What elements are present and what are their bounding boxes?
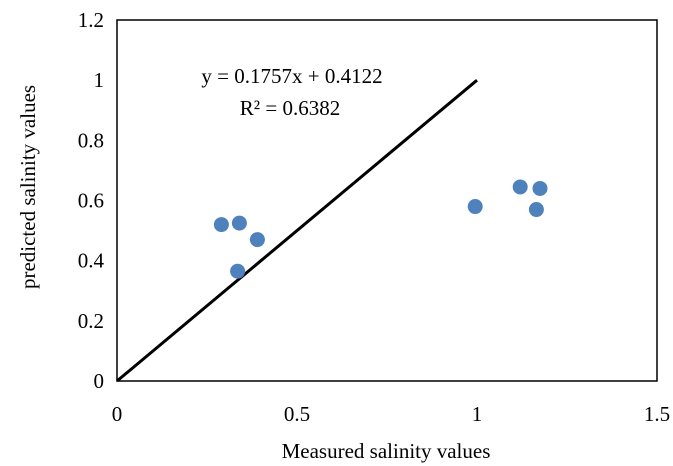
y-axis-title: predicted salinity values bbox=[16, 85, 40, 289]
regression-equation: y = 0.1757x + 0.4122 bbox=[201, 64, 382, 88]
data-point bbox=[528, 202, 544, 218]
x-tick-label: 0 bbox=[112, 402, 123, 426]
y-tick-label: 0.2 bbox=[78, 309, 104, 333]
y-tick-label: 0.6 bbox=[78, 189, 104, 213]
data-point bbox=[230, 263, 246, 279]
data-point bbox=[231, 215, 247, 231]
y-axis-tick-labels: 0 0.2 0.4 0.6 0.8 1 1.2 bbox=[78, 8, 105, 393]
x-axis-title: Measured salinity values bbox=[282, 439, 491, 463]
x-tick-label: 1.5 bbox=[644, 402, 670, 426]
data-point bbox=[512, 179, 528, 195]
y-tick-label: 1.2 bbox=[78, 8, 104, 32]
y-tick-label: 0.4 bbox=[78, 249, 105, 273]
r-squared-label: R² = 0.6382 bbox=[240, 96, 340, 120]
x-axis-tick-labels: 0 0.5 1 1.5 bbox=[112, 402, 670, 426]
data-point bbox=[532, 180, 548, 196]
data-point bbox=[467, 199, 483, 215]
y-tick-label: 0.8 bbox=[78, 128, 104, 152]
data-point bbox=[213, 217, 229, 233]
y-tick-label: 1 bbox=[94, 68, 105, 92]
data-points bbox=[213, 179, 548, 279]
x-tick-label: 1 bbox=[472, 402, 483, 426]
y-tick-label: 0 bbox=[94, 369, 105, 393]
reference-line-1-to-1 bbox=[116, 79, 478, 383]
plot-area-frame bbox=[116, 19, 658, 382]
x-tick-label: 0.5 bbox=[284, 402, 310, 426]
data-point bbox=[249, 232, 265, 248]
